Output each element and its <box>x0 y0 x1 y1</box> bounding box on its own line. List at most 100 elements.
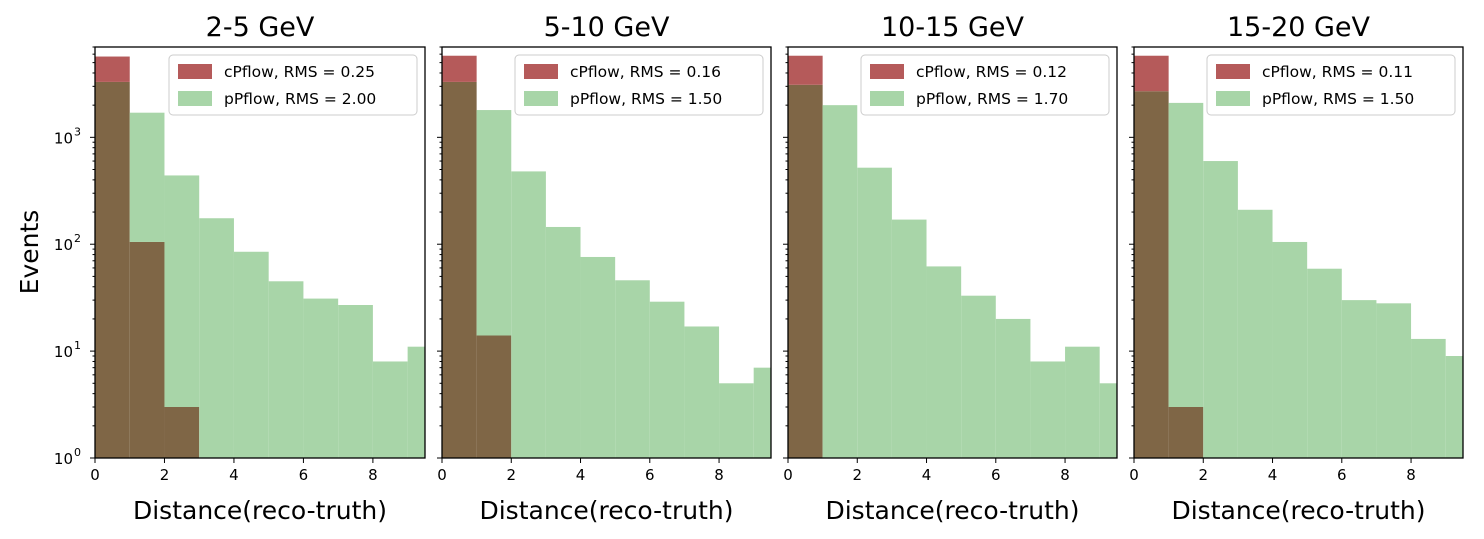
chart-title: 15-20 GeV <box>1227 12 1371 43</box>
y-tick-label: 10 <box>54 236 73 254</box>
bar-overlap <box>129 241 165 458</box>
x-tick-label: 8 <box>714 466 724 484</box>
bar-cpflow <box>788 55 823 85</box>
x-tick-label: 6 <box>645 466 655 484</box>
legend: cPflow, RMS = 0.16 pPflow, RMS = 1.50 <box>514 54 764 116</box>
y-tick-label: 10 <box>54 450 73 468</box>
bars-group <box>1134 55 1463 458</box>
bar-ppflow <box>1411 338 1446 458</box>
x-tick-label: 4 <box>922 466 932 484</box>
x-tick-label: 6 <box>1337 466 1347 484</box>
bar-ppflow <box>372 361 408 458</box>
x-tick-label: 2 <box>160 466 170 484</box>
bar-cpflow <box>95 56 130 82</box>
legend-label: pPflow, RMS = 1.70 <box>916 90 1068 108</box>
bar-ppflow <box>1272 241 1308 458</box>
bar-ppflow <box>891 219 927 458</box>
x-tick-label: 2 <box>1198 466 1208 484</box>
bar-ppflow <box>822 105 858 458</box>
plot-frame <box>441 46 772 459</box>
bar-overlap <box>1168 407 1204 458</box>
bar-ppflow <box>719 383 754 458</box>
legend-label: cPflow, RMS = 0.12 <box>916 63 1067 81</box>
bar-ppflow <box>1237 209 1273 458</box>
x-axis-label: Distance(reco-truth) <box>1171 496 1425 525</box>
bar-ppflow <box>129 112 165 242</box>
y-tick-exponent: 2 <box>74 232 81 245</box>
y-tick-exponent: 3 <box>74 125 81 138</box>
bar-ppflow <box>233 251 269 458</box>
y-tick-exponent: 1 <box>74 339 81 352</box>
x-tick-label: 8 <box>1060 466 1070 484</box>
chart-title: 10-15 GeV <box>881 12 1025 43</box>
bar-ppflow <box>926 266 962 458</box>
x-tick-label: 0 <box>90 466 100 484</box>
x-tick-label: 0 <box>783 466 793 484</box>
chart-panel-2: 5-10 GeV Distance(reco-truth) 0 2 4 6 8 cPflow,… <box>437 12 772 525</box>
bar-overlap <box>1134 91 1169 458</box>
bar-ppflow <box>1065 346 1100 458</box>
legend-box <box>860 54 1110 116</box>
bar-overlap <box>788 84 823 458</box>
bar-cpflow <box>442 55 477 82</box>
legend-label: cPflow, RMS = 0.25 <box>224 63 375 81</box>
bar-ppflow <box>1030 361 1066 458</box>
legend-swatch-ppflow <box>178 91 212 106</box>
bar-ppflow <box>1445 356 1463 458</box>
chart-title: 5-10 GeV <box>544 12 670 43</box>
plot-frame <box>787 46 1118 459</box>
bar-ppflow <box>303 298 339 458</box>
bar-overlap <box>476 335 512 458</box>
legend-box <box>168 54 418 116</box>
bar-ppflow <box>1341 300 1377 458</box>
x-tick-label: 0 <box>1129 466 1139 484</box>
bar-ppflow <box>615 280 650 458</box>
y-axis-label: Events <box>15 210 44 295</box>
legend-swatch-ppflow <box>870 91 904 106</box>
x-tick-label: 4 <box>229 466 239 484</box>
chart-panel-4: 15-20 GeV Distance(reco-truth) 0 2 4 6 8 cPflow… <box>1129 12 1464 525</box>
bar-ppflow <box>995 318 1031 458</box>
x-axis-label: Distance(reco-truth) <box>133 496 387 525</box>
legend-label: cPflow, RMS = 0.16 <box>570 63 721 81</box>
bar-ppflow <box>1203 161 1238 458</box>
bars-group <box>95 56 425 458</box>
bar-ppflow <box>476 110 512 336</box>
bar-cpflow <box>1134 55 1169 92</box>
bar-overlap <box>164 407 200 458</box>
x-tick-label: 6 <box>299 466 309 484</box>
bar-ppflow <box>407 346 425 458</box>
x-axis-label: Distance(reco-truth) <box>825 496 1079 525</box>
bar-overlap <box>95 81 130 458</box>
legend-swatch-cpflow <box>178 64 212 79</box>
chart-title: 2-5 GeV <box>206 12 315 43</box>
legend-box <box>1206 54 1456 116</box>
x-tick-label: 8 <box>1406 466 1416 484</box>
legend-label: pPflow, RMS = 2.00 <box>224 90 376 108</box>
bar-ppflow <box>857 167 892 458</box>
bar-ppflow <box>580 256 616 458</box>
bars-group <box>442 55 771 458</box>
x-tick-label: 6 <box>991 466 1001 484</box>
bar-ppflow <box>164 175 200 408</box>
bar-ppflow <box>1307 268 1342 458</box>
plot-frame <box>94 46 426 459</box>
chart-panel-3: 10-15 GeV Distance(reco-truth) 0 2 4 6 8 cPflow… <box>783 12 1118 525</box>
bar-ppflow <box>511 171 546 458</box>
bar-ppflow <box>338 305 373 458</box>
legend: cPflow, RMS = 0.12 pPflow, RMS = 1.70 <box>860 54 1110 116</box>
legend-swatch-cpflow <box>1216 64 1250 79</box>
y-tick-exponent: 0 <box>74 446 81 459</box>
legend-swatch-cpflow <box>524 64 558 79</box>
x-tick-label: 0 <box>437 466 447 484</box>
bars-group <box>788 55 1117 458</box>
bar-ppflow <box>1168 102 1204 408</box>
plot-frame <box>1133 46 1464 459</box>
legend: cPflow, RMS = 0.25 pPflow, RMS = 2.00 <box>168 54 418 116</box>
bar-overlap <box>442 81 477 458</box>
bar-ppflow <box>268 281 304 458</box>
x-tick-label: 4 <box>1268 466 1278 484</box>
bar-ppflow <box>1376 303 1412 458</box>
bar-ppflow <box>961 295 996 458</box>
